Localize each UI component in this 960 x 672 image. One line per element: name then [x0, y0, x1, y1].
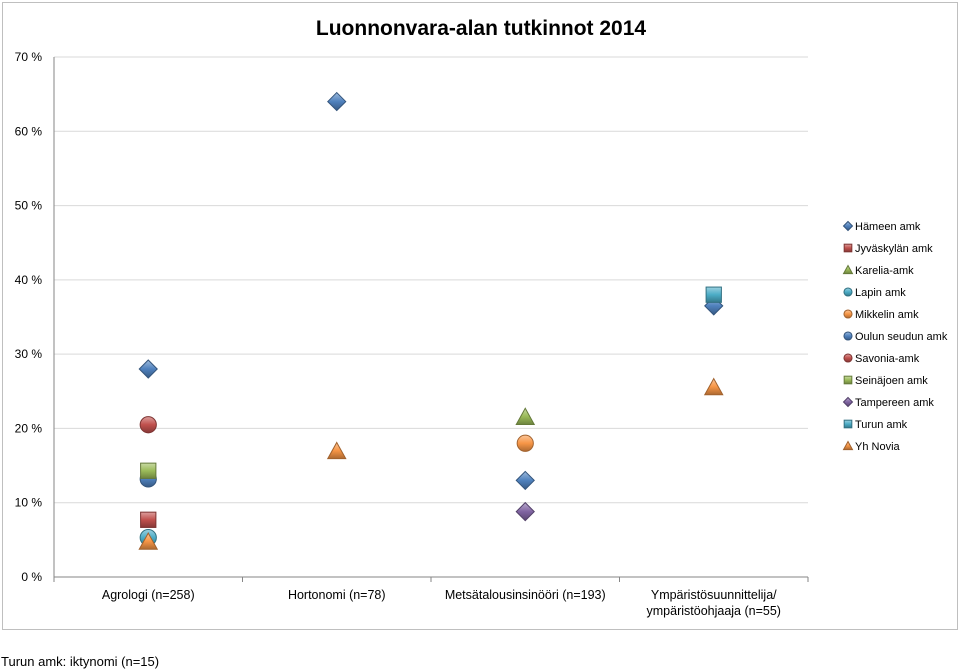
x-category-label: Agrologi (n=258) [102, 588, 195, 602]
data-point-triangle [138, 532, 159, 550]
x-category-label: Metsätalousinsinööri (n=193) [445, 588, 606, 602]
legend-label: Mikkelin amk [855, 309, 919, 321]
data-point-diamond [515, 501, 535, 522]
data-point-diamond [327, 91, 347, 112]
legend-label: Lapin amk [855, 287, 906, 299]
legend-marker [843, 419, 853, 429]
legend-marker [842, 396, 854, 408]
chart-title: Luonnonvara-alan tutkinnot 2014 [316, 17, 647, 40]
y-tick-label: 20 % [15, 421, 43, 435]
legend-label: Turun amk [855, 419, 908, 431]
y-tick-label: 30 % [15, 347, 43, 361]
x-category-label: Hortonomi (n=78) [288, 588, 386, 602]
legend-label: Hämeen amk [855, 221, 921, 233]
x-category-label: ympäristöohjaaja (n=55) [647, 604, 781, 618]
data-point-circle [516, 434, 534, 452]
y-tick-label: 50 % [15, 199, 43, 213]
data-point-triangle [326, 441, 347, 460]
legend-marker [843, 287, 853, 297]
legend-label: Jyväskylän amk [855, 243, 933, 255]
y-tick-label: 0 % [21, 570, 42, 584]
legend-marker [843, 243, 853, 253]
legend-marker [843, 375, 853, 385]
legend-label: Oulun seudun amk [855, 331, 948, 343]
legend-label: Tampereen amk [855, 397, 934, 409]
legend-marker [842, 264, 854, 275]
legend-label: Savonia-amk [855, 353, 920, 365]
legend-marker [842, 220, 854, 232]
y-tick-label: 40 % [15, 273, 43, 287]
data-point-square [140, 462, 157, 479]
data-point-circle [139, 416, 157, 434]
legend-label: Karelia-amk [855, 265, 914, 277]
data-point-triangle [515, 407, 536, 425]
legend-marker [842, 440, 854, 451]
legend-label: Seinäjoen amk [855, 375, 928, 387]
y-tick-label: 60 % [15, 124, 43, 138]
legend-label: Yh Novia [855, 441, 901, 453]
data-point-square [705, 286, 722, 303]
data-point-diamond [138, 359, 158, 379]
legend-marker [843, 309, 853, 319]
data-point-triangle [703, 377, 724, 396]
legend-marker [843, 353, 853, 363]
y-tick-label: 70 % [15, 50, 43, 64]
y-tick-label: 10 % [15, 496, 43, 510]
footnote: Turun amk: iktynomi (n=15) [1, 654, 160, 669]
data-point-diamond [515, 470, 535, 491]
legend-marker [843, 331, 853, 341]
data-point-square [140, 511, 157, 528]
x-category-label: Ympäristösuunnittelija/ [651, 588, 777, 602]
chart-frame [2, 2, 958, 630]
